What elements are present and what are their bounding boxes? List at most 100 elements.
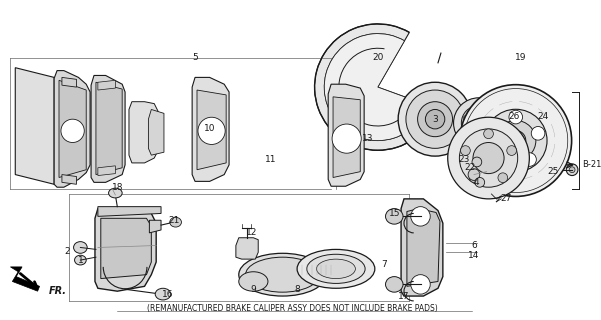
Polygon shape <box>333 97 360 178</box>
Text: 20: 20 <box>372 53 383 62</box>
Wedge shape <box>325 34 428 140</box>
Ellipse shape <box>411 207 430 226</box>
Polygon shape <box>407 209 440 286</box>
Text: 4: 4 <box>474 178 480 187</box>
Polygon shape <box>15 68 54 184</box>
Ellipse shape <box>297 249 375 288</box>
Text: 22: 22 <box>465 163 476 172</box>
Polygon shape <box>150 220 161 233</box>
Polygon shape <box>197 90 226 170</box>
Ellipse shape <box>498 173 508 183</box>
Ellipse shape <box>463 125 469 131</box>
Ellipse shape <box>448 117 529 199</box>
Ellipse shape <box>569 167 575 172</box>
Ellipse shape <box>478 107 484 113</box>
Text: 5: 5 <box>192 53 198 62</box>
Text: 2: 2 <box>64 247 70 256</box>
Ellipse shape <box>495 153 509 166</box>
Polygon shape <box>328 84 364 186</box>
Text: 12: 12 <box>246 228 257 237</box>
Ellipse shape <box>486 129 492 135</box>
Text: 19: 19 <box>515 53 526 62</box>
Ellipse shape <box>463 116 469 121</box>
Text: 24: 24 <box>537 112 549 121</box>
Text: FR.: FR. <box>49 286 67 296</box>
Ellipse shape <box>489 120 495 126</box>
Text: 8: 8 <box>294 285 300 294</box>
Polygon shape <box>54 71 90 187</box>
Ellipse shape <box>75 255 86 265</box>
Ellipse shape <box>411 275 430 294</box>
Text: 7: 7 <box>382 260 388 269</box>
Ellipse shape <box>155 288 171 300</box>
Ellipse shape <box>460 85 572 196</box>
Ellipse shape <box>469 132 475 138</box>
Polygon shape <box>10 267 40 291</box>
Text: 21: 21 <box>168 216 179 225</box>
Ellipse shape <box>531 126 545 140</box>
Ellipse shape <box>454 98 504 148</box>
Ellipse shape <box>462 106 496 140</box>
Ellipse shape <box>109 188 122 198</box>
Ellipse shape <box>484 109 547 172</box>
Ellipse shape <box>507 146 516 156</box>
Ellipse shape <box>317 259 355 278</box>
Polygon shape <box>98 80 115 90</box>
Ellipse shape <box>475 178 484 187</box>
Polygon shape <box>129 102 158 163</box>
Ellipse shape <box>170 217 182 227</box>
Polygon shape <box>148 109 164 155</box>
Ellipse shape <box>418 102 453 137</box>
Text: 14: 14 <box>468 251 480 260</box>
Ellipse shape <box>478 133 484 140</box>
Polygon shape <box>236 238 258 259</box>
Polygon shape <box>401 199 443 296</box>
Ellipse shape <box>61 119 84 142</box>
Text: 26: 26 <box>508 112 519 121</box>
Ellipse shape <box>468 169 480 180</box>
Text: 1: 1 <box>78 256 84 265</box>
Ellipse shape <box>487 126 500 140</box>
Text: 13: 13 <box>362 134 374 143</box>
Ellipse shape <box>469 108 475 114</box>
Polygon shape <box>101 218 151 278</box>
Ellipse shape <box>509 110 522 124</box>
Polygon shape <box>62 77 76 87</box>
Ellipse shape <box>426 109 445 129</box>
Ellipse shape <box>385 209 403 224</box>
Ellipse shape <box>472 157 482 167</box>
Ellipse shape <box>406 90 464 148</box>
Ellipse shape <box>486 111 492 117</box>
Text: 25: 25 <box>547 167 558 176</box>
Text: 16: 16 <box>162 290 174 299</box>
Ellipse shape <box>469 113 489 133</box>
Polygon shape <box>91 76 125 182</box>
Text: B-21: B-21 <box>582 160 601 169</box>
Ellipse shape <box>398 82 472 156</box>
Text: 27: 27 <box>501 194 511 204</box>
Text: (REMANUFACTURED BRAKE CALIPER ASSY DOES NOT INCLUDE BRAKE PADS): (REMANUFACTURED BRAKE CALIPER ASSY DOES … <box>147 304 438 313</box>
Ellipse shape <box>484 129 493 139</box>
Text: 3: 3 <box>432 115 438 124</box>
Ellipse shape <box>332 124 361 153</box>
Ellipse shape <box>496 120 536 161</box>
Wedge shape <box>314 24 437 150</box>
Ellipse shape <box>198 117 225 144</box>
Text: 6: 6 <box>471 241 477 250</box>
Text: 11: 11 <box>265 156 276 164</box>
Text: 17: 17 <box>398 292 410 300</box>
Ellipse shape <box>385 276 403 292</box>
Ellipse shape <box>505 131 526 151</box>
Text: 10: 10 <box>204 124 215 133</box>
Ellipse shape <box>523 153 536 166</box>
Text: 9: 9 <box>251 285 256 294</box>
Ellipse shape <box>73 242 87 253</box>
Ellipse shape <box>469 173 479 183</box>
Ellipse shape <box>473 142 504 174</box>
Ellipse shape <box>460 146 471 156</box>
Polygon shape <box>98 166 115 176</box>
Text: 23: 23 <box>459 156 470 164</box>
Text: 15: 15 <box>388 209 400 218</box>
Ellipse shape <box>246 257 320 292</box>
Ellipse shape <box>566 164 578 176</box>
